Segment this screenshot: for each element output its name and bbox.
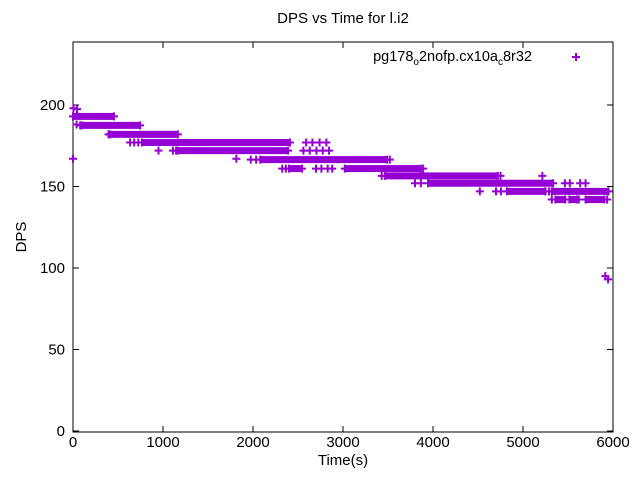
x-tick-label: 5000 [506, 434, 539, 451]
data-point-marker [308, 138, 317, 147]
data-band [551, 187, 609, 195]
data-point-marker [73, 105, 82, 114]
data-point-marker [322, 138, 331, 147]
data-band [506, 187, 546, 195]
y-tick-label: 50 [48, 342, 65, 359]
data-band [585, 196, 605, 204]
x-tick-label: 1000 [146, 434, 179, 451]
band-endcap-marker [109, 112, 118, 121]
legend: pg178o2nofp.cx10ac8r32 [373, 48, 532, 68]
data-point-marker [603, 195, 612, 204]
data-point-marker [604, 275, 613, 284]
data-point-marker [581, 179, 590, 188]
data-band [109, 130, 178, 138]
data-band [555, 196, 566, 204]
x-axis-label: Time(s) [317, 452, 369, 469]
legend-label-text: 8r32 [502, 49, 532, 65]
band-endcap-marker [69, 112, 77, 121]
data-point-marker [496, 187, 505, 196]
data-band [73, 112, 114, 120]
band-endcap-marker [581, 195, 590, 204]
x-tick-label: 4000 [416, 434, 449, 451]
data-point-marker [325, 146, 334, 155]
legend-label-subscript: c [497, 56, 503, 68]
legend-label-text: pg178 [373, 49, 414, 65]
data-point-marker [232, 154, 241, 163]
band-endcap-marker [173, 130, 182, 139]
x-tick-label: 2000 [236, 434, 269, 451]
data-band [384, 172, 498, 180]
y-tick-label: 100 [40, 260, 65, 277]
data-point-marker [377, 171, 386, 180]
data-point-marker [565, 179, 574, 188]
data-band [428, 179, 554, 187]
band-endcap-marker [549, 179, 558, 188]
legend-sample-marker [572, 53, 580, 61]
data-band [289, 165, 303, 173]
data-point-marker [547, 195, 556, 204]
data-point-marker [328, 164, 337, 173]
data-point-marker [574, 195, 583, 204]
chart-title: DPS vs Time for l.i2 [277, 10, 409, 27]
data-band [260, 156, 388, 164]
y-tick-label: 0 [57, 423, 65, 440]
data-point-marker [475, 187, 484, 196]
data-point-marker [496, 171, 505, 180]
data-point-marker [419, 164, 428, 173]
data-point-marker [134, 138, 143, 147]
band-endcap-marker [424, 179, 433, 188]
data-band [177, 147, 289, 155]
data-band [344, 165, 421, 173]
data-band [141, 138, 290, 146]
data-point-marker [154, 146, 163, 155]
data-point-marker [416, 179, 425, 188]
x-tick-label: 3000 [326, 434, 359, 451]
data-point-marker [104, 130, 113, 139]
data-point-marker [315, 138, 324, 147]
y-tick-label: 150 [40, 179, 65, 196]
band-endcap-marker [340, 164, 349, 173]
legend-label-subscript: o [413, 56, 419, 68]
band-endcap-marker [285, 138, 294, 147]
plot-border [72, 41, 614, 433]
data-point-marker [69, 154, 77, 163]
band-endcap-marker [136, 121, 145, 130]
data-point-marker [305, 146, 314, 155]
data-point-marker [545, 187, 554, 196]
data-point-marker [281, 164, 290, 173]
x-tick-label: 0 [69, 434, 77, 451]
data-point-marker [172, 146, 181, 155]
band-endcap-marker [565, 195, 574, 204]
data-point-marker [252, 155, 261, 164]
y-tick-label: 200 [40, 97, 65, 114]
data-point-marker [385, 155, 394, 164]
x-tick-label: 6000 [596, 434, 629, 451]
band-endcap-marker [604, 187, 613, 196]
data-point-marker [538, 171, 547, 180]
band-endcap-marker [284, 146, 293, 155]
data-band [82, 121, 141, 129]
legend-label-text: 2nofp.cx10a [418, 49, 498, 65]
data-point-marker [76, 121, 85, 130]
band-endcap-marker [298, 164, 307, 173]
legend-series-label: pg178o2nofp.cx10ac8r32 [373, 49, 532, 68]
